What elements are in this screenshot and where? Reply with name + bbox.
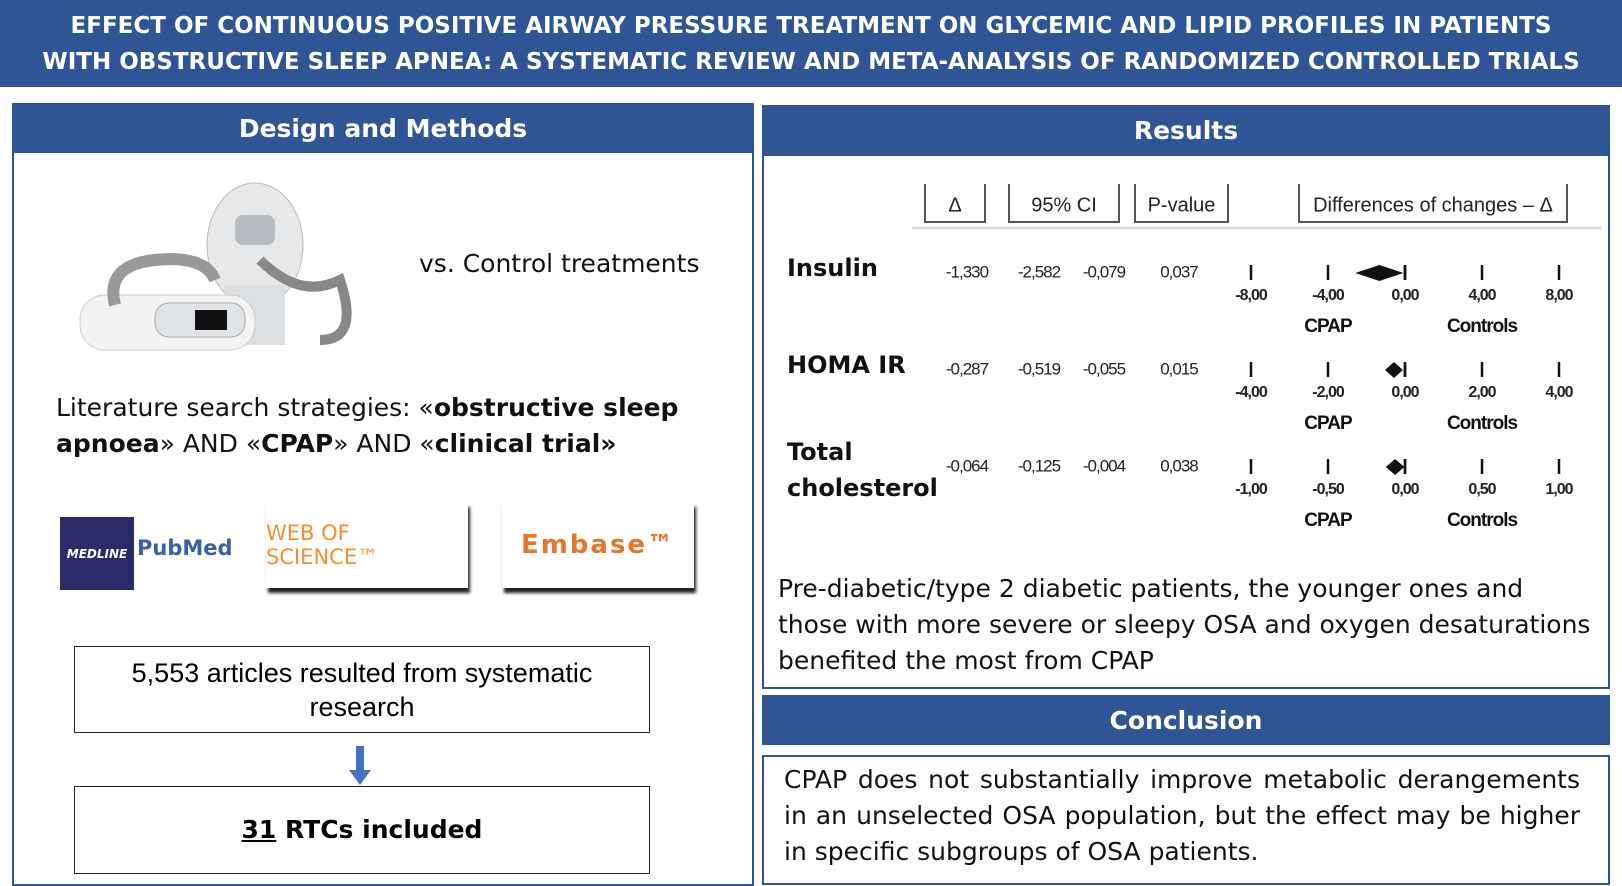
axis-tick-label: -0,50 <box>1312 481 1345 498</box>
search-term: » AND « <box>159 429 262 458</box>
ci-lower: -0,125 <box>1018 456 1061 475</box>
results-heading: Results <box>762 105 1610 156</box>
search-term: clinical trial» <box>434 429 617 458</box>
column-bracket <box>1298 184 1568 223</box>
flow-box-included: 31 RTCs included <box>74 786 650 874</box>
row-label: Insulin <box>787 254 878 282</box>
flow-box-search: 5,553 articles resulted from systematic … <box>74 646 650 733</box>
axis-tick-label: -8,00 <box>1235 287 1268 304</box>
column-bracket <box>1008 184 1120 223</box>
column-bracket <box>924 184 986 223</box>
axis-tick-label: 4,00 <box>1468 287 1496 304</box>
favours-cpap: CPAP <box>1304 316 1353 337</box>
pubmed-logo: PubMed <box>137 536 233 560</box>
ci-upper: -0,079 <box>1083 262 1126 281</box>
favours-controls: Controls <box>1447 316 1518 337</box>
axis-tick-label: -4,00 <box>1312 287 1345 304</box>
favours-controls: Controls <box>1447 510 1518 531</box>
design-heading: Design and Methods <box>12 103 754 153</box>
axis-tick-label: 1,00 <box>1545 481 1573 498</box>
row-label: HOMA IR <box>787 351 906 379</box>
embase-logo: Embase™ <box>502 502 694 588</box>
axis-tick-label: 2,00 <box>1468 384 1496 401</box>
effect-diamond <box>1355 265 1404 281</box>
column-header: P-value <box>1148 194 1216 216</box>
axis-tick-label: -1,00 <box>1235 481 1268 498</box>
ci-upper: -0,004 <box>1083 456 1126 475</box>
search-term: Literature search strategies: « <box>56 393 434 422</box>
axis-tick-label: 0,00 <box>1391 481 1419 498</box>
delta-value: -1,330 <box>946 262 989 281</box>
axis-tick-label: 0,00 <box>1391 287 1419 304</box>
favours-cpap: CPAP <box>1304 413 1353 434</box>
search-strategy: Literature search strategies: «obstructi… <box>56 390 756 462</box>
axis-tick-label: -4,00 <box>1235 384 1268 401</box>
column-header: Δ <box>948 194 961 216</box>
axis-tick-label: 8,00 <box>1545 287 1573 304</box>
ci-upper: -0,055 <box>1083 359 1126 378</box>
column-bracket <box>1134 184 1229 223</box>
ci-lower: -2,582 <box>1018 262 1061 281</box>
title-bar: EFFECT OF CONTINUOUS POSITIVE AIRWAY PRE… <box>0 0 1622 87</box>
results-summary: Pre-diabetic/type 2 diabetic patients, t… <box>778 574 1591 675</box>
delta-value: -0,064 <box>946 456 989 475</box>
search-term: » AND « <box>333 429 435 458</box>
cpap-device-illustration <box>79 182 352 351</box>
included-text: RTCs included <box>276 815 483 844</box>
search-term: obstructive sleep apnoea <box>56 393 679 458</box>
ci-lower: -0,519 <box>1018 359 1061 378</box>
axis-tick-label: 0,00 <box>1391 384 1419 401</box>
medline-logo: MEDLINE <box>60 517 134 590</box>
conclusion-heading: Conclusion <box>762 695 1610 745</box>
web-of-science-logo: WEB OF SCIENCE™ <box>266 502 468 588</box>
axis-tick-label: 4,00 <box>1545 384 1573 401</box>
axis-tick-label: -2,00 <box>1312 384 1345 401</box>
axis-tick-label: 0,50 <box>1468 481 1496 498</box>
favours-controls: Controls <box>1447 413 1518 434</box>
row-label: Total cholesterol <box>787 438 938 502</box>
included-count: 31 <box>241 815 277 844</box>
p-value: 0,015 <box>1160 359 1198 378</box>
flow-arrow <box>349 746 371 785</box>
conclusion-text: CPAP does not substantially improve meta… <box>784 765 1580 866</box>
column-header: Differences of changes – Δ <box>1313 194 1553 216</box>
effect-diamond <box>1385 362 1403 378</box>
comparison: vs. Control treatments <box>419 249 700 278</box>
favours-cpap: CPAP <box>1304 510 1353 531</box>
search-result: 5,553 articles resulted from systematic … <box>131 657 593 722</box>
p-value: 0,037 <box>1160 262 1198 281</box>
effect-diamond <box>1385 459 1405 475</box>
search-term: CPAP <box>261 429 334 458</box>
column-header: 95% CI <box>1031 194 1097 216</box>
title: EFFECT OF CONTINUOUS POSITIVE AIRWAY PRE… <box>42 12 1580 75</box>
p-value: 0,038 <box>1160 456 1198 475</box>
conclusion-panel <box>762 755 1610 885</box>
forest-plot: Δ 95% CI P-value Differences of changes – Δ… <box>912 184 1602 531</box>
delta-value: -0,287 <box>946 359 989 378</box>
